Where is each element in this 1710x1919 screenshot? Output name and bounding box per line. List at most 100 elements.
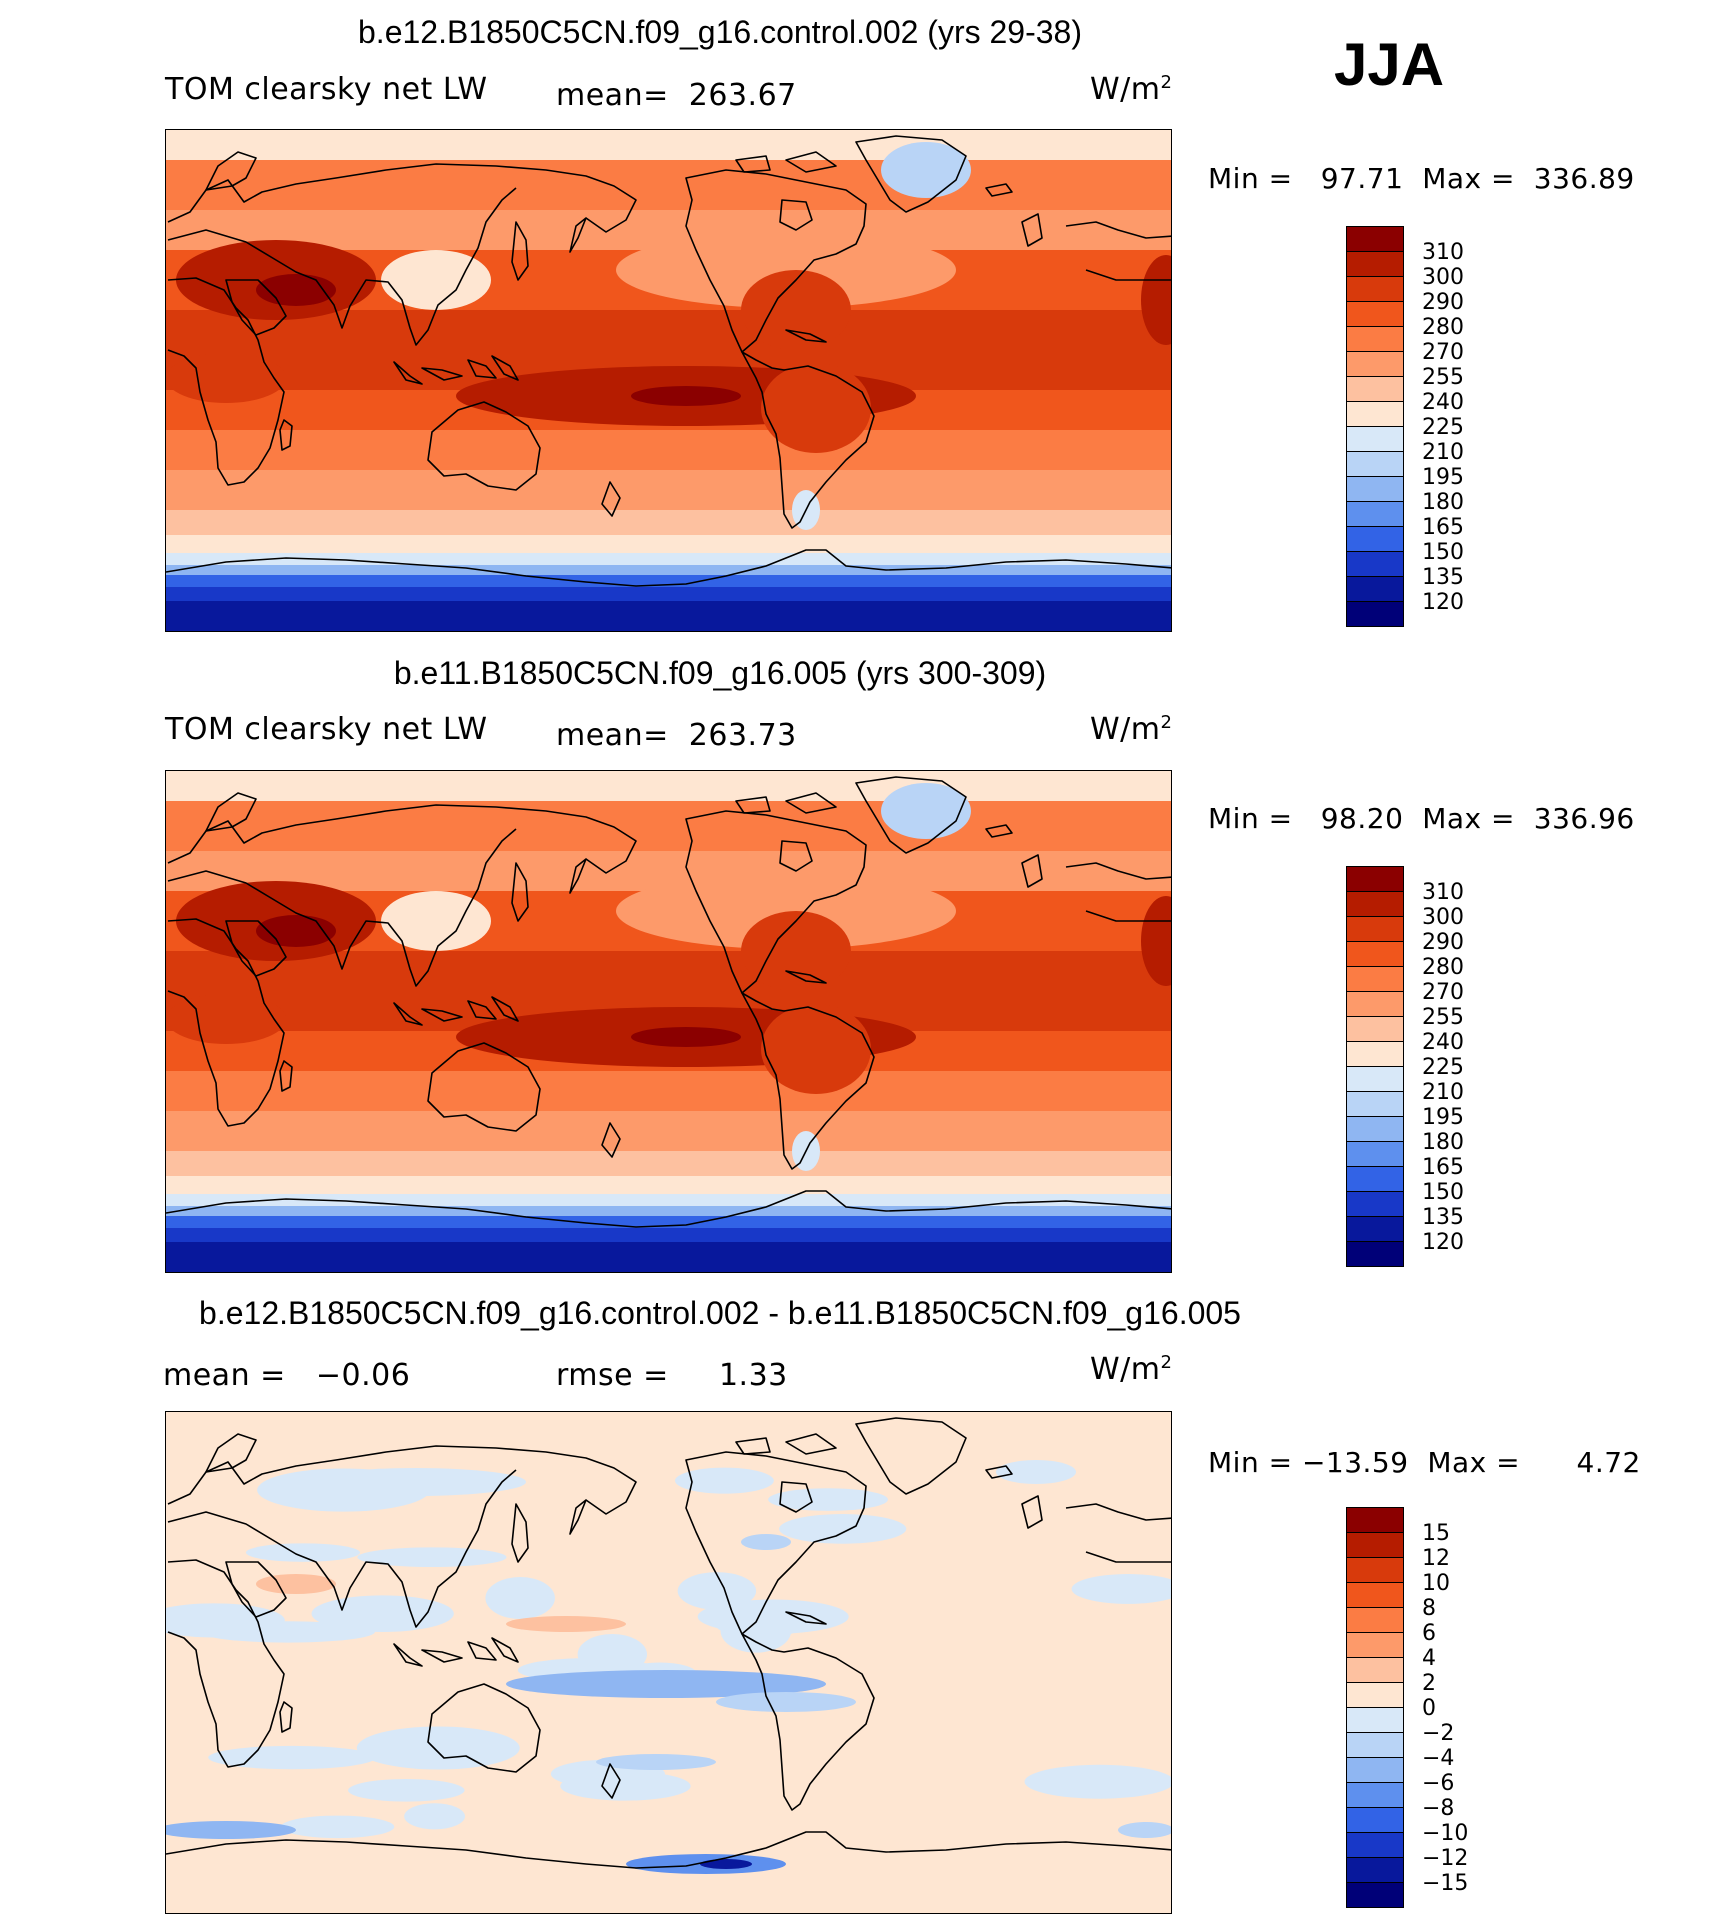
coastline xyxy=(393,1002,423,1026)
colorbar-tick-label: 280 xyxy=(1422,315,1464,340)
colorbar-cell xyxy=(1346,1141,1404,1167)
colorbar-cell xyxy=(1346,251,1404,277)
negative-patch xyxy=(675,1467,774,1494)
colorbar-cell xyxy=(1346,1657,1404,1683)
coastline xyxy=(205,1433,257,1473)
greenland-region xyxy=(881,783,971,839)
coastline xyxy=(393,361,423,385)
colorbar-cell xyxy=(1346,1707,1404,1733)
coastline xyxy=(735,1437,771,1455)
coastline xyxy=(741,1633,875,1811)
colorbar-cell xyxy=(1346,1166,1404,1192)
colorbar-cell xyxy=(1346,1191,1404,1217)
colorbar-cell xyxy=(1346,326,1404,352)
coastline xyxy=(167,1469,517,1628)
colorbar-tick-label: 225 xyxy=(1422,415,1464,440)
coastline xyxy=(855,135,967,213)
colorbar-tick-label: 0 xyxy=(1422,1696,1436,1721)
colorbar-cell xyxy=(1346,1116,1404,1142)
colorbar-cell xyxy=(1346,1882,1404,1908)
negative-patch xyxy=(1024,1764,1171,1799)
colorbar-cell xyxy=(1346,1857,1404,1883)
coastline xyxy=(741,351,875,529)
coastline xyxy=(779,199,813,231)
coastline xyxy=(1021,854,1043,888)
colorbar-cell xyxy=(1346,226,1404,252)
field-band xyxy=(166,1228,1171,1242)
colorbar-cell xyxy=(1346,991,1404,1017)
colorbar-cell xyxy=(1346,1607,1404,1633)
north-america-region xyxy=(741,270,851,350)
colorbar-cell xyxy=(1346,966,1404,992)
colorbar-tick-label: 165 xyxy=(1422,515,1464,540)
colorbar-tick-label: 210 xyxy=(1422,440,1464,465)
negative-patch xyxy=(311,1595,454,1633)
negative-patch xyxy=(348,1778,465,1802)
colorbar-tick-label: 120 xyxy=(1422,1230,1464,1255)
field-band xyxy=(166,1176,1171,1194)
field-band xyxy=(166,575,1171,587)
coastline xyxy=(225,920,287,977)
coastline xyxy=(467,1641,497,1661)
negative-patch xyxy=(404,1803,466,1830)
north-asia-negative xyxy=(306,1468,526,1496)
coastline xyxy=(167,828,517,987)
colorbar-tick-label: 195 xyxy=(1422,465,1464,490)
field-band xyxy=(166,587,1171,601)
colorbar-cell xyxy=(1346,351,1404,377)
colorbar-tick-label: 270 xyxy=(1422,980,1464,1005)
north-atlantic-negative xyxy=(996,1460,1076,1484)
colorbar-tick-label: −4 xyxy=(1422,1746,1455,1771)
south-pacific-negative xyxy=(596,1754,716,1770)
coastline xyxy=(167,1445,637,1515)
colorbar-tick-label: 290 xyxy=(1422,930,1464,955)
central-africa xyxy=(166,353,286,403)
coastline xyxy=(427,1683,541,1773)
colorbar-cell xyxy=(1346,526,1404,552)
units-label: W/m2 xyxy=(1090,712,1172,747)
coastline xyxy=(205,792,257,832)
field-band xyxy=(166,535,1171,553)
colorbar-cell xyxy=(1346,1807,1404,1833)
map-reference xyxy=(165,770,1172,1273)
units-label: W/m2 xyxy=(1090,72,1172,107)
field-band xyxy=(166,553,1171,565)
coastline xyxy=(279,1701,293,1733)
negative-patch xyxy=(485,1577,555,1619)
map-svg xyxy=(166,1412,1171,1913)
coastline xyxy=(167,163,637,233)
negative-patch xyxy=(560,1771,691,1801)
colorbar-cell xyxy=(1346,476,1404,502)
colorbar-cell xyxy=(1346,1066,1404,1092)
colorbar-tick-label: 6 xyxy=(1422,1621,1436,1646)
units-exponent: 2 xyxy=(1160,1352,1173,1373)
colorbar-tick-label: 165 xyxy=(1422,1155,1464,1180)
colorbar-cell xyxy=(1346,1091,1404,1117)
coastline xyxy=(735,796,771,814)
negative-patch xyxy=(779,1514,907,1544)
field-band xyxy=(166,160,1171,210)
units-text: W/m xyxy=(1090,712,1161,747)
colorbar-cell xyxy=(1346,1582,1404,1608)
coastline xyxy=(421,1008,463,1022)
coastline xyxy=(421,367,463,381)
colorbar-tick-label: 150 xyxy=(1422,1180,1464,1205)
colorbar-tick-label: 255 xyxy=(1422,365,1464,390)
colorbar-cell xyxy=(1346,866,1404,892)
field-band xyxy=(166,601,1171,631)
north-pacific-region xyxy=(616,873,956,949)
units-label: W/m2 xyxy=(1090,1352,1172,1387)
colorbar-tick-label: 135 xyxy=(1422,565,1464,590)
coastline xyxy=(167,277,285,486)
negative-patch xyxy=(245,1543,360,1562)
units-text: W/m xyxy=(1090,72,1161,107)
coastline xyxy=(166,549,1171,587)
colorbar-cell xyxy=(1346,1832,1404,1858)
coastline xyxy=(279,1060,293,1092)
coastline xyxy=(685,1451,867,1635)
field-band xyxy=(166,771,1171,801)
colorbar-cell xyxy=(1346,401,1404,427)
coastline xyxy=(421,1649,463,1663)
coastline xyxy=(166,1190,1171,1228)
